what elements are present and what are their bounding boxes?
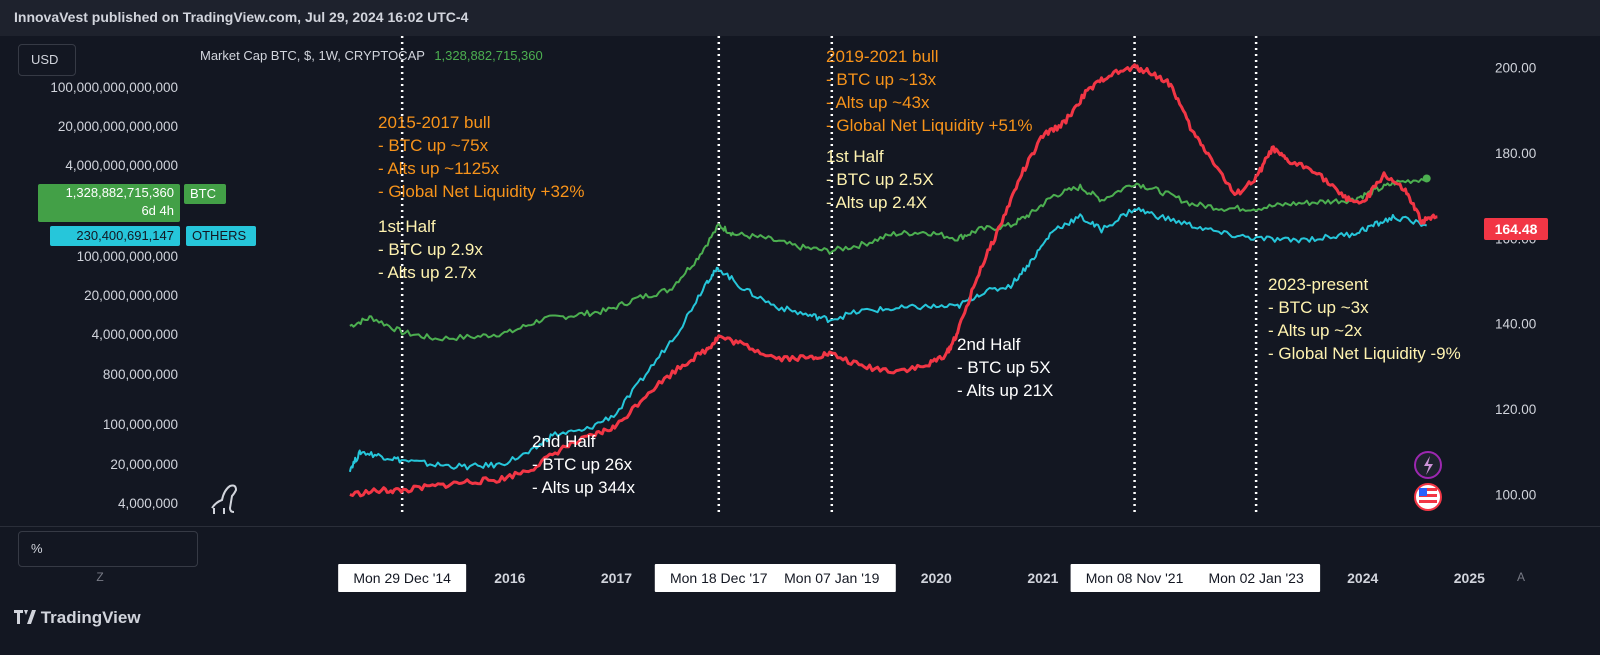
annotation-1-line-2: - Alts up 2.7x <box>378 263 477 282</box>
left-tick-label: 20,000,000,000 <box>84 288 178 303</box>
btc-countdown-label: 6d 4h <box>141 203 174 218</box>
chart-svg[interactable]: 100,000,000,000,000 20,000,000,000,000 4,0… <box>0 36 1600 616</box>
flag-stripe <box>1419 500 1437 503</box>
btc-last-dot <box>1422 174 1431 183</box>
annotation-6-line-1: - BTC up ~3x <box>1268 298 1369 317</box>
annotation-0-line-1: - BTC up ~75x <box>378 136 489 155</box>
marker-date-label-3: Mon 08 Nov '21 <box>1086 570 1184 586</box>
left-tick-label: 4,000,000 <box>118 496 178 511</box>
left-tick-label: 4,000,000,000,000 <box>65 158 178 173</box>
publish-header: InnovaVest published on TradingView.com,… <box>0 0 1600 36</box>
right-tick-label: 140.00 <box>1495 317 1536 332</box>
lightning-glyph <box>1424 456 1433 475</box>
annotation-2-line-2: - Alts up 344x <box>532 478 636 497</box>
zoom-z-button[interactable]: Z <box>96 570 104 584</box>
others-tag-badge: OTHERS <box>186 226 256 246</box>
logo-text: TradingView <box>40 608 141 627</box>
marker-date-label-4: Mon 02 Jan '23 <box>1208 570 1304 586</box>
right-tick-label: 100.00 <box>1495 488 1536 503</box>
series-legend[interactable]: Market Cap BTC, $, 1W, CRYPTOCAP 1,328,8… <box>200 48 543 63</box>
marker-date-label-1: Mon 18 Dec '17 <box>670 570 768 586</box>
liquidity-price-badge: 164.48 <box>1484 218 1548 240</box>
annotation-3-line-0: 2019-2021 bull <box>826 47 938 66</box>
chart-area[interactable]: 100,000,000,000,000 20,000,000,000,000 4,0… <box>0 36 1600 616</box>
left-tick-label: 100,000,000 <box>103 417 178 432</box>
x-tick-label: 2021 <box>1027 570 1058 586</box>
left-tick-label: 20,000,000,000,000 <box>58 119 178 134</box>
x-tick-label: 2016 <box>494 570 525 586</box>
btc-tag-badge: BTC <box>184 184 226 204</box>
annotation-4-line-2: - Alts up 2.4X <box>826 193 927 212</box>
x-tick-label: 2025 <box>1454 570 1485 586</box>
currency-button[interactable]: USD <box>18 44 76 76</box>
left-tick-label: 100,000,000,000 <box>77 249 178 264</box>
flag-stripe <box>1419 494 1437 497</box>
footer <box>0 600 1600 655</box>
annotation-5-line-0: 2nd Half <box>957 335 1021 354</box>
marker-date-box-2 <box>767 564 896 592</box>
series-line-btc <box>349 177 1428 342</box>
annotation-1-line-0: 1st Half <box>378 217 436 236</box>
annotation-6-line-0: 2023-present <box>1268 275 1368 294</box>
annotation-5-line-1: - BTC up 5X <box>957 358 1051 377</box>
pane-separator <box>0 526 1600 527</box>
auto-scale-button[interactable]: A <box>1516 570 1525 584</box>
btc-value-label: 1,328,882,715,360 <box>65 185 174 200</box>
right-tick-label: 200.00 <box>1495 60 1536 75</box>
annotation-2-line-0: 2nd Half <box>532 432 596 451</box>
annotation-0-line-3: - Global Net Liquidity +32% <box>378 182 584 201</box>
others-price-badge: 230,400,691,147 <box>50 226 180 246</box>
annotation-6-line-3: - Global Net Liquidity -9% <box>1268 344 1461 363</box>
marker-date-box-3 <box>1070 564 1199 592</box>
marker-date-label-2: Mon 07 Jan '19 <box>784 570 880 586</box>
tradingview-logo[interactable]: TradingView <box>14 608 141 628</box>
annotation-1-line-1: - BTC up 2.9x <box>378 240 483 259</box>
annotation-4-line-1: - BTC up 2.5X <box>826 170 934 189</box>
dino-icon[interactable] <box>211 484 238 515</box>
percent-scale-button[interactable]: % <box>18 531 198 567</box>
annotation-3-line-2: - Alts up ~43x <box>826 93 930 112</box>
flag-canton <box>1419 488 1427 496</box>
tradingview-logo-icon <box>14 610 36 624</box>
legend-text: Market Cap BTC, $, 1W, CRYPTOCAP <box>200 48 425 63</box>
series-line-others <box>348 207 1427 473</box>
marker-date-box-4 <box>1192 564 1321 592</box>
annotation-4-line-0: 1st Half <box>826 147 884 166</box>
left-tick-label: 100,000,000,000,000 <box>50 80 178 95</box>
annotation-2-line-1: - BTC up 26x <box>532 455 633 474</box>
annotation-3-line-3: - Global Net Liquidity +51% <box>826 116 1032 135</box>
annotation-5-line-2: - Alts up 21X <box>957 381 1053 400</box>
annotation-3-line-1: - BTC up ~13x <box>826 70 937 89</box>
marker-date-box-0 <box>338 564 467 592</box>
left-tick-label: 800,000,000 <box>103 367 178 382</box>
legend-value: 1,328,882,715,360 <box>434 48 543 63</box>
publisher-text: InnovaVest published on TradingView.com,… <box>14 9 469 25</box>
right-tick-label: 120.00 <box>1495 402 1536 417</box>
x-tick-label: 2020 <box>921 570 952 586</box>
btc-price-badge: 1,328,882,715,360 6d 4h <box>38 184 180 222</box>
x-tick-label: 2017 <box>601 570 632 586</box>
annotation-6-line-2: - Alts up ~2x <box>1268 321 1363 340</box>
left-tick-label: 4,000,000,000 <box>92 327 178 342</box>
x-tick-label: 2024 <box>1347 570 1378 586</box>
marker-date-box-1 <box>654 564 783 592</box>
annotation-0-line-2: - Alts up ~1125x <box>378 159 500 178</box>
left-tick-label: 20,000,000 <box>110 457 178 472</box>
flag-stripe <box>1419 488 1437 491</box>
right-tick-label: 180.00 <box>1495 146 1536 161</box>
series-line-liquidity <box>349 63 1438 498</box>
marker-date-label-0: Mon 29 Dec '14 <box>353 570 451 586</box>
annotation-0-line-0: 2015-2017 bull <box>378 113 490 132</box>
